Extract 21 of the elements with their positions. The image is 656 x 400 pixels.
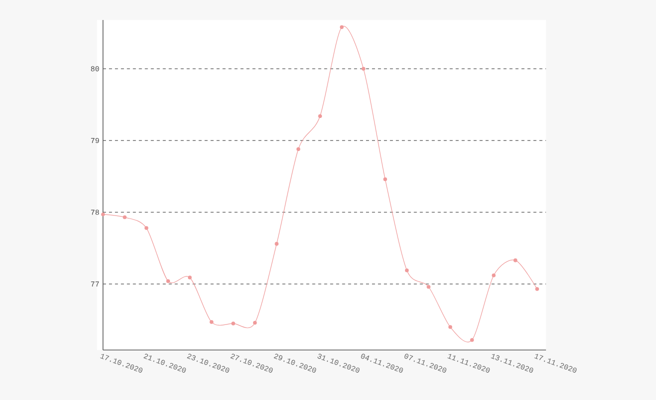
point [188, 276, 192, 280]
point [166, 279, 170, 284]
point [101, 212, 105, 216]
point [231, 322, 236, 326]
point [144, 226, 148, 230]
point [514, 258, 518, 262]
point [404, 268, 409, 272]
point [492, 273, 496, 278]
point [253, 320, 257, 325]
point [274, 242, 279, 246]
point [470, 338, 474, 342]
point [122, 215, 127, 220]
point [210, 320, 214, 324]
point [535, 287, 540, 291]
point [318, 114, 322, 118]
point [362, 66, 366, 71]
point [340, 25, 344, 30]
point [426, 284, 430, 289]
point [383, 177, 388, 182]
point [448, 325, 452, 329]
point [296, 147, 300, 152]
